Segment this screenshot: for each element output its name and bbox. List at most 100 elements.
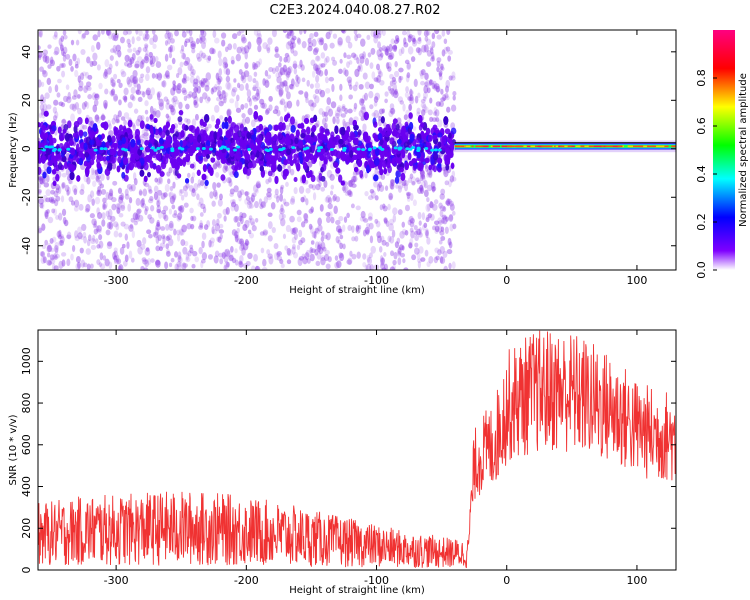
spectrogram-speckle [49,59,55,67]
spectrogram-speckle [61,208,67,217]
spectrogram-speckle [412,37,416,45]
spectrogram-speckle [61,181,66,189]
spectrogram-speckle [198,197,204,206]
spectrogram-speckle [89,213,95,219]
spectrogram-speckle [262,78,266,86]
spectrogram-speckle [398,67,404,73]
spectrogram-speckle [91,198,95,206]
spectrogram-core-cell [319,125,324,135]
spectrogram-speckle [199,180,205,186]
spectrogram-speckle [115,118,120,124]
spectrogram-core-cell [273,124,280,131]
spectrogram-speckle [244,62,249,69]
spectrogram-speckle [253,30,258,36]
spectrogram-speckle [449,223,454,232]
spectrogram-speckle [219,115,224,121]
spectrogram-speckle [212,30,217,38]
spectrogram-speckle [96,64,101,71]
spectrogram-speckle [411,181,416,186]
spectrogram-core-cell [264,137,269,144]
spectrogram-speckle [434,30,440,35]
spectrogram-speckle [280,184,285,190]
spectrogram-speckle [339,234,344,240]
spectrogram-core-cell [180,130,185,138]
spectrogram-speckle [185,256,191,263]
spectrogram-core-cell [53,155,57,164]
spectrogram-speckle [289,30,294,34]
spectrogram-speckle [398,48,403,57]
spectrogram-speckle [166,248,170,254]
spectrogram-speckle [429,201,435,209]
spectrogram-speckle [274,252,279,261]
spectrogram-speckle [265,107,271,114]
spectrogram-speckle [134,63,140,69]
spectrogram-speckle [184,38,191,43]
spectrogram-core-cell [345,157,350,165]
spectrogram-speckle [426,87,431,94]
spectrogram-speckle [135,118,141,127]
spectrogram-speckle [436,60,441,68]
spectrogram-speckle [80,259,86,268]
spectrogram-core-cell [197,151,202,157]
spectrogram-speckle [225,68,231,76]
spectrogram-speckle [320,37,325,46]
spectrogram-core-cell [283,158,288,166]
spectrogram-speckle [334,255,339,261]
spectrogram-speckle [216,85,223,91]
spectrogram-speckle [398,183,404,190]
spectrogram-speckle [70,66,74,72]
spectrogram-speckle [420,68,426,76]
spectrogram-speckle [241,247,246,256]
spectrogram-speckle [408,34,413,39]
spectrogram-speckle [385,62,390,70]
spectrogram-speckle [84,208,90,213]
spectrogram-speckle [103,161,107,167]
spectrogram-speckle [413,78,418,88]
spectrogram-speckle [376,183,381,192]
spectrogram-speckle [227,43,233,51]
spectrogram-speckle [223,96,227,104]
spectrogram-speckle [45,189,51,197]
spectrogram-speckle [305,187,311,194]
spectrogram-core-cell [236,163,242,171]
spectrogram-speckle [75,39,80,46]
spectrogram-speckle [101,113,105,121]
spectrogram-speckle [369,252,373,259]
spectrogram-core-cell [169,158,175,164]
spectrogram-speckle [97,212,103,220]
spectrogram-speckle [62,51,67,57]
spectrogram-speckle [387,55,394,60]
figure-title: C2E3.2024.040.08.27.R02 [269,3,440,18]
spectrogram-core-cell [165,129,170,137]
spectrogram-core-cell [412,164,417,171]
spectrogram-speckle [252,96,259,102]
spectrogram-speckle [217,75,223,83]
spectrogram-speckle [285,41,291,50]
spectrogram-speckle [429,57,435,62]
spectrogram-speckle [106,30,110,36]
spectrogram-speckle [55,183,60,191]
spectrogram-speckle [157,176,163,184]
spectrogram-speckle [364,190,369,197]
spectrogram-speckle [242,223,248,231]
spectrogram-speckle [80,123,85,131]
spectrogram-speckle [387,52,393,58]
spectrogram-core-cell [75,143,80,153]
spectrogram-speckle [59,42,64,49]
spectrogram-speckle [442,250,448,258]
spectrogram-speckle [155,259,161,266]
spectrogram-speckle [389,266,396,270]
spectrogram-core-cell [326,151,331,160]
spectrogram-speckle [178,83,183,89]
spectrogram-speckle [431,41,436,48]
spectrogram-speckle [45,174,50,183]
spectrogram-speckle [443,46,449,55]
spectrogram-speckle [238,260,243,265]
spectrogram-speckle [127,48,133,53]
spectrogram-speckle [193,102,199,109]
spectrogram-speckle [429,97,433,104]
spectrogram-speckle [291,42,296,49]
spectrogram-speckle [134,213,140,220]
spectrogram-speckle [193,99,198,106]
spectrogram-speckle [369,264,374,270]
